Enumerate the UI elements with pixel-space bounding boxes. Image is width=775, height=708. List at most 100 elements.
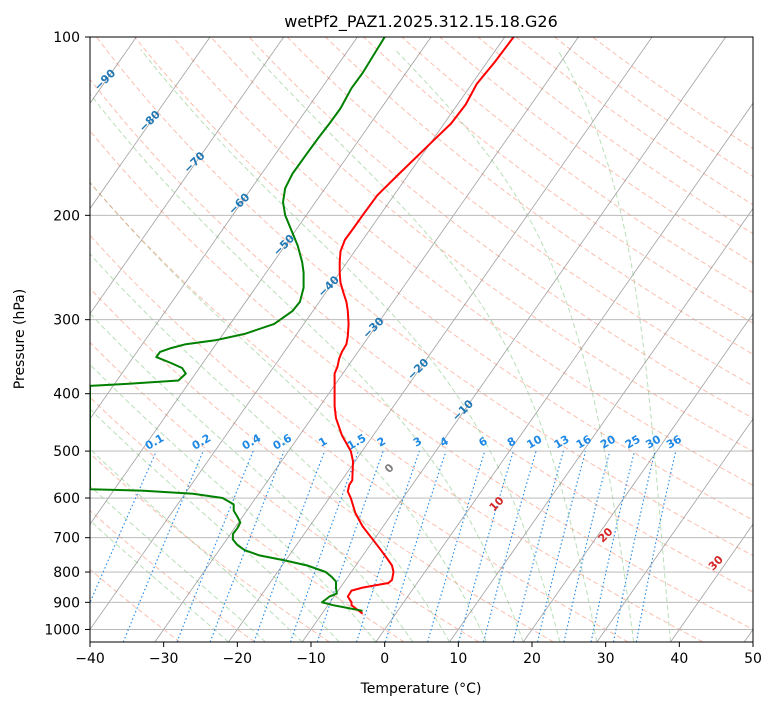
y-tick-label: 900 (53, 595, 80, 611)
mixing-ratio-line (316, 450, 384, 642)
mixing-ratio-line (635, 450, 677, 642)
dry-adiabat-line (134, 37, 753, 521)
profile-series (90, 37, 515, 615)
isotherm-label: −40 (315, 273, 342, 300)
dry-adiabat-line (90, 181, 704, 642)
moist-adiabat-line (90, 181, 487, 642)
isotherm-line (596, 418, 753, 642)
y-tick-label: 700 (53, 531, 80, 547)
x-tick-label: −10 (296, 651, 326, 667)
moist-adiabat-line (90, 312, 414, 642)
x-tick-label: −40 (75, 651, 105, 667)
x-tick-label: 50 (744, 651, 762, 667)
x-tick-label: 40 (670, 651, 688, 667)
y-tick-label: 600 (53, 491, 80, 507)
mixing-ratio-label: 16 (574, 432, 594, 451)
dry-adiabat-line (90, 130, 753, 630)
y-tick-label: 300 (53, 313, 80, 329)
dry-adiabat-line (248, 37, 753, 419)
moist-adiabat-line (557, 49, 671, 642)
mixing-ratio-label: 0.2 (190, 432, 213, 453)
isotherm-line (90, 37, 211, 210)
dry-adiabat-line (90, 234, 629, 642)
moist-adiabat-line (140, 49, 561, 642)
isotherm-line (449, 207, 753, 642)
dry-adiabat-line (90, 568, 181, 642)
isotherm-line (228, 37, 653, 642)
isotherm-line (0, 37, 63, 642)
mixing-ratio-line (536, 450, 587, 642)
mixing-ratio-line (458, 450, 514, 642)
mixing-ratio-line (590, 450, 636, 642)
moist-adiabat-line (90, 519, 229, 642)
skewed-isotherms (0, 37, 753, 642)
isotherm-line (522, 313, 753, 642)
mixing-ratio-label: 2 (375, 435, 388, 450)
mixing-ratio-label: 1.5 (345, 432, 368, 453)
y-tick-label: 100 (53, 30, 80, 46)
dry-adiabat-line (90, 452, 330, 642)
isotherm-label: −30 (360, 314, 387, 341)
dry-adiabat-line (210, 37, 753, 453)
mixing-ratio-label: 25 (623, 433, 643, 452)
mixing-ratio-line (209, 450, 285, 642)
dewpoint-line (90, 37, 386, 612)
isotherm-line (301, 37, 727, 642)
mixing-ratio-label: 30 (643, 432, 663, 451)
isotherm-line (90, 37, 358, 420)
mixing-ratio-lines (90, 450, 677, 642)
plot-frame (89, 36, 754, 643)
mixing-ratio-label: 13 (552, 433, 572, 452)
dry-adiabat-line (90, 396, 405, 642)
y-tick-label: 400 (53, 387, 80, 403)
dry-adiabat-line (90, 78, 753, 593)
isotherm-label: −80 (136, 108, 163, 135)
moist-adiabat-line (90, 363, 377, 642)
plot-area: 0.1 0.2 0.4 0.6 1 1.5 2 3 4 6 8 10 13 16 20 25 30 36−100−… (0, 37, 753, 642)
mixing-ratio-label: 0.6 (271, 431, 295, 452)
mixing-ratio-line (512, 450, 564, 642)
isotherm-label: −20 (405, 356, 432, 383)
isotherm-line (670, 523, 753, 642)
mixing-ratio-line (563, 450, 611, 642)
mixing-ratio-label: 0.4 (240, 431, 264, 452)
y-axis-label: Pressure (hPa) (12, 289, 28, 389)
dry-adiabats (90, 37, 753, 642)
moist-adiabat-line (90, 448, 303, 642)
background-line-labels: 0.1 0.2 0.4 0.6 1 1.5 2 3 4 6 8 10 13 16 20 25 30 36−100−… (92, 66, 726, 573)
x-tick-label: 0 (380, 651, 389, 667)
mixing-ratio-line (122, 450, 204, 642)
y-tick-label: 1000 (44, 622, 80, 638)
dry-adiabat-line (592, 37, 753, 150)
moist-adiabat-line (90, 93, 524, 642)
mixing-ratio-line (384, 450, 447, 642)
temperature-line (333, 37, 515, 615)
isotherm-label: −60 (226, 190, 253, 217)
isotherm-line (154, 37, 579, 642)
dry-adiabat-line (96, 37, 753, 557)
dry-adiabat-line (90, 341, 480, 642)
dry-adiabat-line (477, 37, 753, 235)
mixing-ratio-line (482, 450, 537, 642)
dry-adiabat-line (90, 287, 554, 642)
moist-adiabats (90, 49, 671, 642)
mixing-ratio-label: 4 (438, 434, 451, 449)
isotherm-line (375, 102, 753, 642)
dry-adiabat-label: 30 (706, 553, 726, 573)
y-tick-label: 800 (53, 565, 80, 581)
x-tick-label: −20 (223, 651, 253, 667)
moist-adiabat-line (90, 253, 450, 642)
dry-adiabat-line (363, 37, 753, 324)
mixing-ratio-line (176, 450, 254, 642)
x-tick-label: −30 (149, 651, 179, 667)
x-tick-label: 10 (449, 651, 467, 667)
y-tick-label: 200 (53, 208, 80, 224)
x-axis: −40 −30 −20 −10 0 10 20 30 40 50 (75, 642, 762, 667)
dry-adiabat-line (439, 37, 753, 264)
isotherm-line (743, 628, 753, 642)
mixing-ratio-label: 10 (524, 432, 544, 451)
dry-adiabat-label: 20 (596, 525, 616, 545)
mixing-ratio-line (427, 450, 486, 642)
x-tick-label: 20 (523, 651, 541, 667)
